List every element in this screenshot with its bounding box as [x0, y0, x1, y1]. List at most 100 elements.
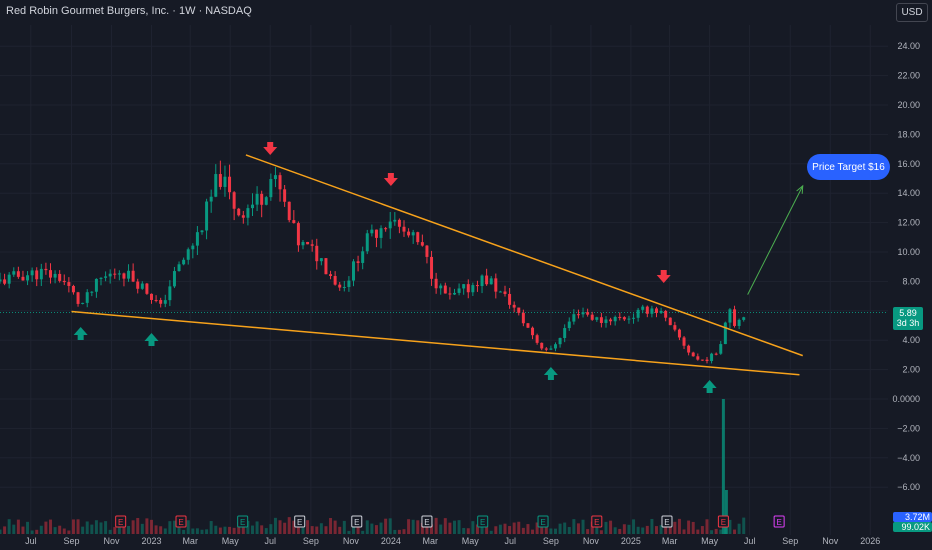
volume-bar — [494, 526, 498, 534]
earnings-marker-letter: E — [721, 518, 726, 527]
x-tick-label: Nov — [822, 536, 839, 546]
volume-bar — [549, 528, 553, 534]
volume-bar — [356, 525, 360, 534]
volume-bar — [333, 520, 337, 534]
candle-body — [691, 352, 695, 357]
candle-body — [636, 309, 640, 318]
volume-bar — [186, 520, 190, 534]
candle-body — [411, 232, 415, 236]
x-tick-label: May — [701, 536, 719, 546]
candle-body — [218, 174, 222, 187]
volume-bar — [76, 519, 80, 534]
candle-body — [448, 293, 452, 295]
volume-bar — [214, 525, 218, 534]
candle-body — [595, 317, 599, 320]
earnings-marker: E — [421, 515, 433, 528]
volume-bar — [127, 525, 131, 534]
candle-body — [163, 300, 167, 304]
candle-body — [700, 359, 704, 361]
volume-bar — [485, 525, 489, 534]
candle-body — [76, 292, 80, 304]
x-tick-label: Sep — [782, 536, 798, 546]
volume-bar — [278, 520, 282, 534]
target-arrow-line — [747, 185, 804, 295]
buy-signal-arrow — [543, 367, 558, 380]
candle-body — [687, 345, 691, 353]
volume-bar — [627, 524, 631, 534]
candle-body — [237, 208, 241, 216]
volume-bar — [733, 529, 737, 534]
candle-body — [7, 274, 11, 284]
volume-bar — [673, 521, 677, 534]
volume-bar — [292, 520, 296, 534]
volume-bar — [182, 529, 186, 534]
candle-body — [228, 176, 232, 193]
volume-bar — [563, 522, 567, 534]
volume-bar — [172, 520, 176, 534]
candle-body — [590, 314, 594, 320]
earnings-marker-letter: E — [424, 518, 429, 527]
volume-bar — [430, 524, 434, 534]
volume-bar — [687, 520, 691, 534]
x-tick-label: Nov — [343, 536, 360, 546]
candle-body — [301, 241, 305, 246]
candle-body — [723, 322, 727, 345]
candle-body — [388, 221, 392, 229]
buy-signal-arrow — [73, 327, 88, 340]
candle-body — [136, 281, 140, 289]
volume-bar — [49, 519, 52, 534]
candle-body — [49, 270, 52, 278]
earnings-marker-box — [237, 515, 249, 528]
candle-body — [696, 356, 700, 360]
volume-bar — [457, 520, 461, 534]
candle-body — [443, 285, 447, 294]
x-tick-label: 2024 — [381, 536, 401, 546]
volume-bar — [44, 521, 48, 534]
earnings-marker-box — [773, 515, 785, 528]
y-tick-label: 18.00 — [897, 129, 920, 139]
candle-body — [154, 299, 158, 301]
volume-bar — [420, 522, 424, 534]
candle-body — [333, 275, 337, 285]
volume-bar — [521, 527, 525, 534]
candle-body — [315, 245, 319, 262]
volume-bar — [434, 517, 438, 534]
volume-bar — [209, 521, 213, 534]
volume-bar — [195, 528, 199, 534]
candle-body — [182, 259, 186, 265]
trendlines — [71, 154, 804, 376]
volume-bar — [535, 522, 539, 534]
candle-body — [604, 319, 608, 323]
volume-bar — [402, 529, 406, 534]
volume-bar — [200, 529, 204, 534]
candle-body — [480, 275, 484, 287]
candle-body — [553, 344, 557, 349]
volume-bar — [553, 528, 557, 534]
volume-bar — [99, 522, 103, 534]
x-tick-label: Jul — [25, 536, 37, 546]
volume-bar — [576, 523, 580, 534]
earnings-marker: E — [237, 515, 249, 528]
candle-body — [232, 192, 236, 209]
candle-body — [264, 197, 268, 205]
volume-bar — [632, 519, 636, 534]
volume-bar — [223, 526, 227, 534]
volume-bar — [682, 529, 686, 534]
candle-body — [58, 273, 62, 281]
candle-body — [526, 323, 530, 328]
candlestick-series — [0, 160, 746, 364]
candle-body — [283, 189, 287, 202]
candle-body — [62, 280, 66, 283]
volume-bar — [310, 526, 314, 534]
volume-bar — [388, 518, 392, 534]
volume-bar — [586, 529, 590, 534]
currency-button[interactable]: USD — [896, 3, 928, 22]
candle-body — [402, 226, 406, 232]
volume-bar — [12, 524, 16, 534]
candle-body — [150, 293, 153, 300]
candle-body — [195, 232, 199, 246]
candle-body — [659, 310, 663, 313]
y-tick-label: 0.0000 — [892, 394, 920, 404]
volume-bar — [572, 519, 576, 534]
